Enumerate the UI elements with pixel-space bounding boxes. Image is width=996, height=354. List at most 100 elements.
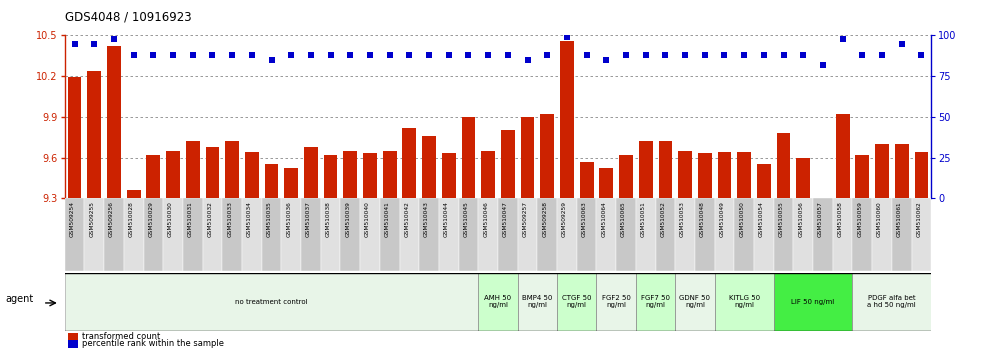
Bar [321,198,341,271]
Bar [635,273,675,331]
Bar [715,273,774,331]
Bar [478,273,518,331]
Text: PDGF alfa bet
a hd 50 ng/ml: PDGF alfa bet a hd 50 ng/ml [868,295,916,308]
Text: FGF7 50
ng/ml: FGF7 50 ng/ml [641,295,670,308]
Bar [521,117,535,354]
Bar [186,141,199,354]
Bar [853,198,872,271]
Bar [737,152,751,354]
Bar [124,198,143,271]
Text: GSM510032: GSM510032 [207,201,212,237]
Text: GSM510041: GSM510041 [384,201,389,237]
Point [579,52,595,58]
Point [480,52,496,58]
Bar [304,147,318,354]
Bar [836,114,850,354]
Point [87,41,103,46]
Text: GSM510039: GSM510039 [346,201,351,237]
Point [500,52,516,58]
Bar [717,152,731,354]
Text: GSM510029: GSM510029 [148,201,153,237]
Text: GSM510031: GSM510031 [188,201,193,237]
Text: GSM510037: GSM510037 [306,201,311,237]
Bar [757,164,771,354]
Bar [600,169,614,354]
Text: GSM510061: GSM510061 [896,201,901,237]
Point [835,36,851,41]
Bar [108,46,121,354]
Text: GSM510051: GSM510051 [640,201,645,237]
Text: GSM510042: GSM510042 [404,201,409,237]
Bar [557,273,597,331]
Bar [774,273,853,331]
Bar [478,198,498,271]
Text: GSM510056: GSM510056 [798,201,803,237]
Bar [364,154,376,354]
Text: GSM510045: GSM510045 [463,201,468,237]
Text: GSM510048: GSM510048 [700,201,705,237]
Bar [856,155,870,354]
Bar [658,141,672,354]
Bar [911,198,931,271]
Bar [655,198,675,271]
Bar [202,198,222,271]
Bar [166,151,180,354]
Bar [281,198,301,271]
Bar [382,151,396,354]
Point [795,52,811,58]
Bar [891,198,911,271]
Point [776,52,792,58]
Bar [853,273,931,331]
Bar [399,198,419,271]
Point [401,52,417,58]
Text: GSM510036: GSM510036 [286,201,291,237]
Point [855,52,871,58]
Bar [262,198,281,271]
Bar [577,198,597,271]
Text: GSM510033: GSM510033 [227,201,232,237]
Bar [501,130,515,354]
Bar [541,114,554,354]
Point [677,52,693,58]
Point [559,34,575,40]
Bar [875,144,888,354]
Text: GSM510058: GSM510058 [838,201,843,237]
Bar [65,198,85,271]
Point [716,52,732,58]
Bar [538,198,557,271]
Text: GSM510054: GSM510054 [759,201,764,237]
Text: KITLG 50
ng/ml: KITLG 50 ng/ml [729,295,760,308]
Text: GSM509257: GSM509257 [523,201,528,237]
Text: GSM510035: GSM510035 [267,201,272,237]
Bar [439,198,458,271]
Point [244,52,260,58]
Bar [422,136,436,354]
Text: GSM510052: GSM510052 [660,201,665,237]
Bar [344,151,358,354]
Bar [894,144,908,354]
Bar [872,198,891,271]
Point [106,36,122,41]
Bar [402,128,416,354]
Bar [361,198,379,271]
Bar [225,141,239,354]
Point [125,52,141,58]
Point [736,52,752,58]
Point [145,52,161,58]
Bar [146,155,160,354]
Bar [68,340,78,348]
Point [362,52,377,58]
Text: GSM510057: GSM510057 [818,201,823,237]
Text: FGF2 50
ng/ml: FGF2 50 ng/ml [602,295,630,308]
Bar [833,198,853,271]
Point [67,41,83,46]
Text: AMH 50
ng/ml: AMH 50 ng/ml [484,295,512,308]
Text: GSM509259: GSM509259 [562,201,567,237]
Point [343,52,359,58]
Bar [816,209,830,354]
Text: GSM509256: GSM509256 [109,201,114,237]
Bar [301,198,321,271]
Text: GSM510038: GSM510038 [326,201,331,237]
Bar [698,154,712,354]
Point [697,52,713,58]
